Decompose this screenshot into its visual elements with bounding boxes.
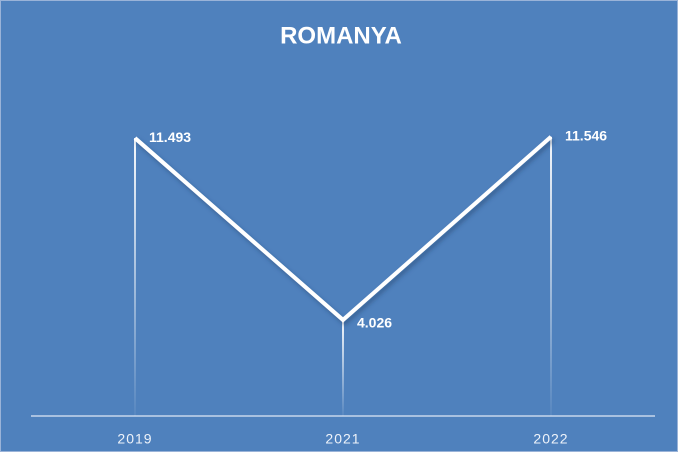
chart-title: ROMANYA bbox=[280, 22, 402, 49]
line bbox=[133, 135, 553, 323]
drop-line bbox=[342, 319, 344, 416]
drop-line bbox=[550, 136, 552, 416]
data-label: 11.493 bbox=[149, 129, 191, 145]
drop-line bbox=[134, 138, 136, 416]
x-tick-label: 2019 bbox=[117, 431, 152, 447]
data-label: 11.546 bbox=[565, 127, 607, 143]
x-tick-label: 2021 bbox=[325, 431, 360, 447]
data-label: 4.026 bbox=[357, 315, 392, 331]
x-tick-label: 2022 bbox=[533, 431, 568, 447]
